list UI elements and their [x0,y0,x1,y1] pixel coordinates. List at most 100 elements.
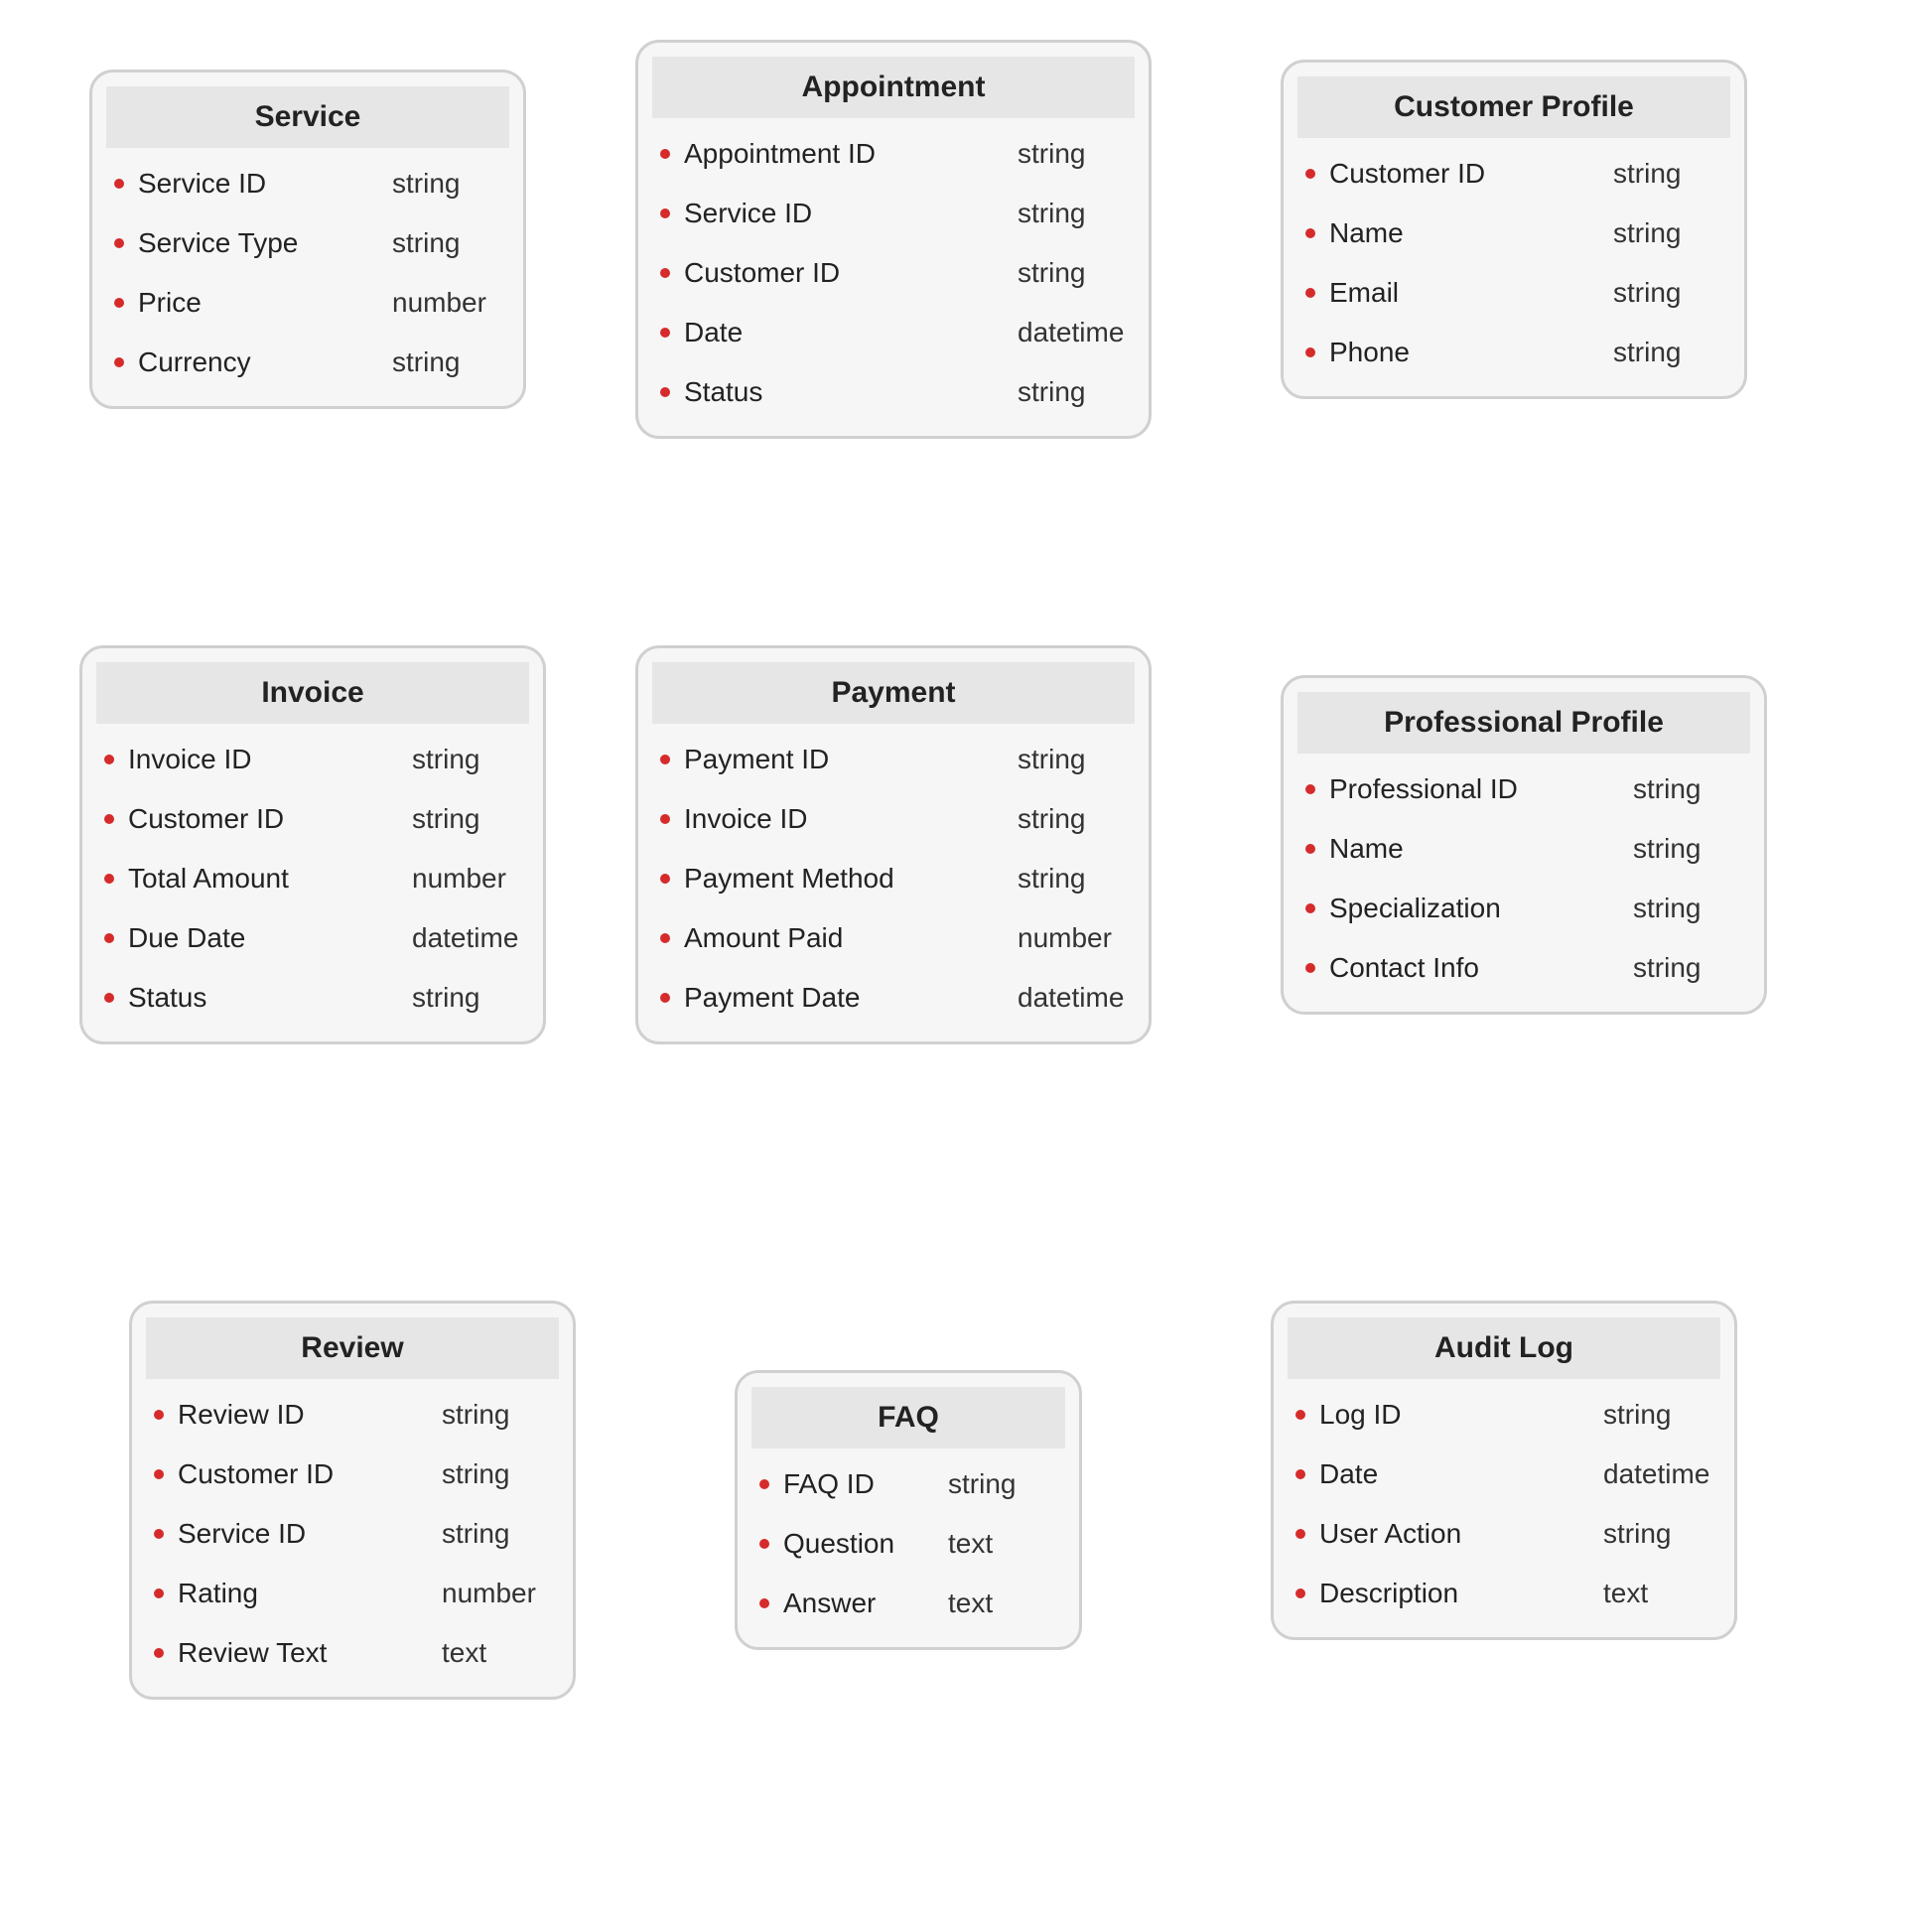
attribute-type: string [1603,1518,1712,1550]
bullet-icon [759,1598,769,1608]
attribute-type: string [392,168,501,200]
attribute-row: Questiontext [751,1514,1065,1574]
attribute-row: Professional IDstring [1297,759,1750,819]
attribute-type: string [412,982,521,1014]
attribute-row: Namestring [1297,819,1750,879]
entity-body: Invoice IDstringCustomer IDstringTotal A… [96,724,529,1028]
attribute-name: Email [1329,277,1613,309]
bullet-icon [154,1588,164,1598]
attribute-name: Currency [138,346,392,378]
entity-body: Appointment IDstringService IDstringCust… [652,118,1135,422]
attribute-type: string [1018,198,1127,229]
bullet-icon [1305,844,1315,854]
entity-body: FAQ IDstringQuestiontextAnswertext [751,1449,1065,1633]
attribute-type: datetime [412,922,521,954]
attribute-row: Phonestring [1297,323,1730,382]
bullet-icon [660,933,670,943]
attribute-type: text [948,1528,1057,1560]
bullet-icon [1295,1469,1305,1479]
attribute-row: Answertext [751,1574,1065,1633]
bullet-icon [114,238,124,248]
attribute-type: string [948,1468,1057,1500]
attribute-row: FAQ IDstring [751,1454,1065,1514]
bullet-icon [759,1539,769,1549]
attribute-type: number [412,863,521,895]
entity-payment: PaymentPayment IDstringInvoice IDstringP… [635,645,1152,1044]
attribute-name: Invoice ID [128,744,412,775]
entity-review: ReviewReview IDstringCustomer IDstringSe… [129,1301,576,1700]
attribute-type: string [1018,257,1127,289]
bullet-icon [104,874,114,884]
bullet-icon [104,755,114,764]
attribute-name: Service Type [138,227,392,259]
attribute-name: Service ID [178,1518,442,1550]
attribute-row: Customer IDstring [1297,144,1730,204]
bullet-icon [154,1529,164,1539]
bullet-icon [154,1469,164,1479]
attribute-row: Emailstring [1297,263,1730,323]
attribute-row: Amount Paidnumber [652,908,1135,968]
attribute-name: Payment Date [684,982,1018,1014]
bullet-icon [114,298,124,308]
attribute-name: Service ID [684,198,1018,229]
attribute-name: User Action [1319,1518,1603,1550]
attribute-name: Customer ID [178,1458,442,1490]
attribute-type: string [392,227,501,259]
attribute-type: text [948,1587,1057,1619]
attribute-type: string [1603,1399,1712,1431]
attribute-type: string [1018,376,1127,408]
attribute-name: Phone [1329,337,1613,368]
attribute-name: Date [1319,1458,1603,1490]
attribute-name: Status [684,376,1018,408]
bullet-icon [759,1479,769,1489]
attribute-type: string [1613,337,1722,368]
attribute-row: Namestring [1297,204,1730,263]
entity-body: Payment IDstringInvoice IDstringPayment … [652,724,1135,1028]
entity-body: Log IDstringDatedatetimeUser Actionstrin… [1288,1379,1720,1623]
attribute-name: Description [1319,1578,1603,1609]
attribute-name: Amount Paid [684,922,1018,954]
attribute-type: string [1613,277,1722,309]
attribute-row: Total Amountnumber [96,849,529,908]
entity-title: Service [106,86,509,148]
bullet-icon [104,993,114,1003]
attribute-name: Date [684,317,1018,348]
entity-body: Review IDstringCustomer IDstringService … [146,1379,559,1683]
entity-invoice: InvoiceInvoice IDstringCustomer IDstring… [79,645,546,1044]
bullet-icon [660,814,670,824]
attribute-name: Question [783,1528,948,1560]
bullet-icon [660,208,670,218]
attribute-name: Payment ID [684,744,1018,775]
attribute-row: Customer IDstring [146,1445,559,1504]
attribute-row: Statusstring [652,362,1135,422]
attribute-type: string [1018,138,1127,170]
attribute-row: Service IDstring [146,1504,559,1564]
bullet-icon [1305,347,1315,357]
attribute-name: Price [138,287,392,319]
attribute-row: Invoice IDstring [96,730,529,789]
attribute-name: Name [1329,217,1613,249]
attribute-row: Service IDstring [652,184,1135,243]
attribute-type: string [1018,863,1127,895]
bullet-icon [104,933,114,943]
attribute-row: Specializationstring [1297,879,1750,938]
attribute-row: Log IDstring [1288,1385,1720,1445]
bullet-icon [114,357,124,367]
attribute-row: User Actionstring [1288,1504,1720,1564]
attribute-type: string [1018,744,1127,775]
bullet-icon [154,1648,164,1658]
attribute-row: Ratingnumber [146,1564,559,1623]
attribute-row: Payment Datedatetime [652,968,1135,1028]
attribute-row: Descriptiontext [1288,1564,1720,1623]
entity-professional-profile: Professional ProfileProfessional IDstrin… [1281,675,1767,1015]
attribute-type: string [1633,833,1742,865]
attribute-name: FAQ ID [783,1468,948,1500]
entity-service: ServiceService IDstringService Typestrin… [89,69,526,409]
attribute-row: Customer IDstring [96,789,529,849]
attribute-name: Name [1329,833,1633,865]
entity-body: Customer IDstringNamestringEmailstringPh… [1297,138,1730,382]
attribute-type: text [1603,1578,1712,1609]
attribute-type: number [442,1578,551,1609]
attribute-name: Specialization [1329,893,1633,924]
attribute-name: Contact Info [1329,952,1633,984]
